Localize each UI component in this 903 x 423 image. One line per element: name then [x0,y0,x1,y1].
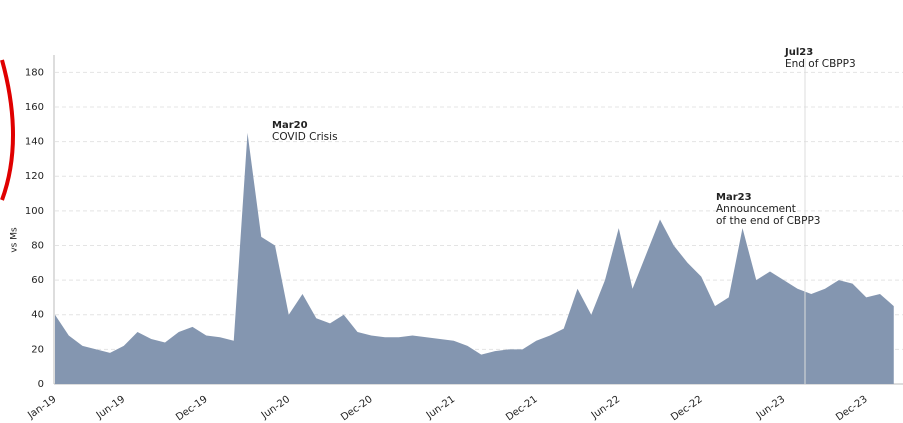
x-tick-label: Dec-19 [174,394,210,423]
x-tick-label: Jun-19 [94,394,127,422]
x-tick-label: Jun-22 [589,394,622,422]
y-tick-label: 120 [25,171,44,182]
x-tick-label: Jan-19 [25,394,58,422]
x-tick-label: Jun-23 [754,394,787,422]
x-tick-label: Jun-20 [259,394,292,422]
x-tick-label: Dec-23 [834,394,870,423]
y-tick-label: 40 [31,310,44,321]
x-tick-label: Dec-22 [669,394,705,423]
annotation-text: of the end of CBPP3 [716,215,820,227]
y-tick-label: 180 [25,67,44,78]
annotation-text: Announcement [716,203,796,215]
y-tick-label: 20 [31,344,44,355]
y-tick-label: 60 [31,275,44,286]
decor-arc [0,59,15,201]
y-axis-label: vs Ms [10,227,20,253]
y-tick-label: 80 [31,240,44,251]
annotation-text: End of CBPP3 [785,58,856,70]
annotation-title: Mar23 [716,192,752,203]
y-tick-label: 100 [25,206,44,217]
y-tick-label: 0 [38,379,44,390]
annotation-title: Mar20 [272,120,308,131]
x-tick-label: Dec-21 [504,394,540,423]
y-tick-label: 140 [25,137,44,148]
annotation-title: Jul23 [784,47,813,58]
y-tick-label: 160 [25,102,44,113]
x-tick-label: Dec-20 [339,394,375,423]
x-tick-label: Jun-21 [424,394,457,422]
area [55,132,894,384]
annotation-text: COVID Crisis [272,131,338,143]
